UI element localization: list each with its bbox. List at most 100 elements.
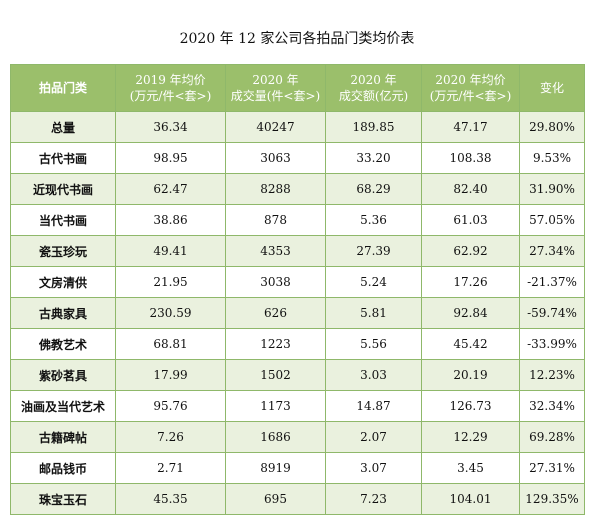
cell-change: 69.28%	[519, 421, 585, 453]
cell-avg-2019: 21.95	[115, 266, 226, 298]
header-avg-2019: 2019 年均价 (万元/件<套>)	[115, 64, 226, 112]
table-row: 瓷玉珍玩 49.41 4353 27.39 62.92 27.34%	[10, 235, 585, 267]
cell-volume-2020: 695	[225, 483, 326, 515]
cell-category: 紫砂茗具	[10, 359, 116, 391]
cell-change: 27.31%	[519, 452, 585, 484]
cell-category: 佛教艺术	[10, 328, 116, 360]
cell-change: 31.90%	[519, 173, 585, 205]
cell-category: 近现代书画	[10, 173, 116, 205]
cell-avg-2020: 104.01	[421, 483, 520, 515]
price-table: 拍品门类 2019 年均价 (万元/件<套>) 2020 年 成交量(件<套>)…	[10, 64, 585, 515]
header-avg-2019-line1: 2019 年均价	[135, 73, 206, 87]
cell-avg-2020: 20.19	[421, 359, 520, 391]
cell-amount-2020: 2.07	[325, 421, 422, 453]
cell-amount-2020: 189.85	[325, 111, 422, 143]
cell-change: 12.23%	[519, 359, 585, 391]
cell-amount-2020: 3.07	[325, 452, 422, 484]
table-header-row: 拍品门类 2019 年均价 (万元/件<套>) 2020 年 成交量(件<套>)…	[10, 64, 585, 112]
cell-volume-2020: 1223	[225, 328, 326, 360]
table-row: 古代书画 98.95 3063 33.20 108.38 9.53%	[10, 142, 585, 174]
cell-avg-2019: 7.26	[115, 421, 226, 453]
cell-avg-2020: 47.17	[421, 111, 520, 143]
cell-avg-2020: 82.40	[421, 173, 520, 205]
cell-volume-2020: 3063	[225, 142, 326, 174]
cell-category: 古代书画	[10, 142, 116, 174]
cell-amount-2020: 33.20	[325, 142, 422, 174]
header-avg-2020-line1: 2020 年均价	[435, 73, 506, 87]
cell-avg-2020: 92.84	[421, 297, 520, 329]
header-amount-2020-line1: 2020 年	[350, 73, 397, 87]
cell-volume-2020: 1686	[225, 421, 326, 453]
cell-avg-2019: 2.71	[115, 452, 226, 484]
table-row: 古籍碑帖 7.26 1686 2.07 12.29 69.28%	[10, 421, 585, 453]
cell-amount-2020: 5.81	[325, 297, 422, 329]
header-avg-2019-line2: (万元/件<套>)	[129, 89, 212, 103]
cell-amount-2020: 5.24	[325, 266, 422, 298]
cell-category: 邮品钱币	[10, 452, 116, 484]
cell-volume-2020: 8919	[225, 452, 326, 484]
header-category: 拍品门类	[10, 64, 116, 112]
table-row: 佛教艺术 68.81 1223 5.56 45.42 -33.99%	[10, 328, 585, 360]
cell-change: 27.34%	[519, 235, 585, 267]
cell-category: 当代书画	[10, 204, 116, 236]
cell-change: -21.37%	[519, 266, 585, 298]
cell-volume-2020: 8288	[225, 173, 326, 205]
cell-volume-2020: 1502	[225, 359, 326, 391]
cell-change: 57.05%	[519, 204, 585, 236]
cell-avg-2020: 61.03	[421, 204, 520, 236]
header-avg-2020: 2020 年均价 (万元/件<套>)	[421, 64, 520, 112]
cell-avg-2019: 36.34	[115, 111, 226, 143]
table-row: 古典家具 230.59 626 5.81 92.84 -59.74%	[10, 297, 585, 329]
cell-category: 总量	[10, 111, 116, 143]
cell-avg-2019: 45.35	[115, 483, 226, 515]
table-title: 2020 年 12 家公司各拍品门类均价表	[179, 31, 415, 47]
cell-avg-2019: 98.95	[115, 142, 226, 174]
table-row: 总量 36.34 40247 189.85 47.17 29.80%	[10, 111, 585, 143]
cell-avg-2019: 68.81	[115, 328, 226, 360]
table-row: 文房清供 21.95 3038 5.24 17.26 -21.37%	[10, 266, 585, 298]
cell-avg-2020: 126.73	[421, 390, 520, 422]
cell-category: 古籍碑帖	[10, 421, 116, 453]
table-row: 邮品钱币 2.71 8919 3.07 3.45 27.31%	[10, 452, 585, 484]
table-row: 油画及当代艺术 95.76 1173 14.87 126.73 32.34%	[10, 390, 585, 422]
cell-avg-2020: 17.26	[421, 266, 520, 298]
cell-amount-2020: 27.39	[325, 235, 422, 267]
cell-change: 32.34%	[519, 390, 585, 422]
cell-category: 珠宝玉石	[10, 483, 116, 515]
table-row: 近现代书画 62.47 8288 68.29 82.40 31.90%	[10, 173, 585, 205]
cell-amount-2020: 5.56	[325, 328, 422, 360]
table-row: 紫砂茗具 17.99 1502 3.03 20.19 12.23%	[10, 359, 585, 391]
cell-amount-2020: 14.87	[325, 390, 422, 422]
table-row: 当代书画 38.86 878 5.36 61.03 57.05%	[10, 204, 585, 236]
cell-change: 129.35%	[519, 483, 585, 515]
header-amount-2020: 2020 年 成交额(亿元)	[325, 64, 422, 112]
cell-volume-2020: 40247	[225, 111, 326, 143]
cell-category: 油画及当代艺术	[10, 390, 116, 422]
header-volume-2020-line2: 成交量(件<套>)	[230, 89, 321, 103]
cell-volume-2020: 1173	[225, 390, 326, 422]
cell-amount-2020: 68.29	[325, 173, 422, 205]
cell-volume-2020: 4353	[225, 235, 326, 267]
cell-avg-2019: 95.76	[115, 390, 226, 422]
table-row: 珠宝玉石 45.35 695 7.23 104.01 129.35%	[10, 483, 585, 515]
cell-avg-2019: 230.59	[115, 297, 226, 329]
cell-volume-2020: 626	[225, 297, 326, 329]
header-volume-2020: 2020 年 成交量(件<套>)	[225, 64, 326, 112]
cell-avg-2019: 38.86	[115, 204, 226, 236]
cell-category: 瓷玉珍玩	[10, 235, 116, 267]
cell-amount-2020: 7.23	[325, 483, 422, 515]
cell-volume-2020: 878	[225, 204, 326, 236]
cell-change: 9.53%	[519, 142, 585, 174]
cell-category: 古典家具	[10, 297, 116, 329]
cell-volume-2020: 3038	[225, 266, 326, 298]
cell-avg-2019: 62.47	[115, 173, 226, 205]
cell-avg-2020: 3.45	[421, 452, 520, 484]
cell-avg-2020: 62.92	[421, 235, 520, 267]
cell-avg-2020: 12.29	[421, 421, 520, 453]
cell-change: 29.80%	[519, 111, 585, 143]
cell-avg-2019: 17.99	[115, 359, 226, 391]
header-volume-2020-line1: 2020 年	[252, 73, 299, 87]
cell-change: -59.74%	[519, 297, 585, 329]
cell-avg-2020: 45.42	[421, 328, 520, 360]
cell-amount-2020: 5.36	[325, 204, 422, 236]
